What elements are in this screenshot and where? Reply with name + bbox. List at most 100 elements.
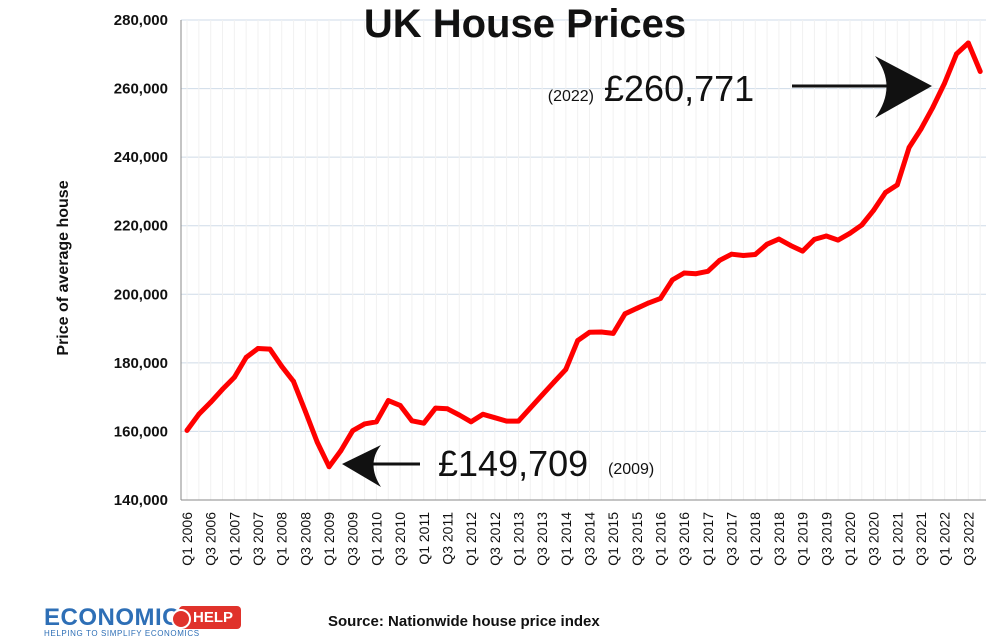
y-tick-label: 200,000 (114, 286, 168, 303)
data-point (965, 40, 971, 46)
data-point (279, 363, 285, 369)
x-tick-label: Q1 2008 (274, 512, 290, 566)
x-tick-label: Q1 2014 (558, 512, 574, 566)
x-tick-labels: Q1 2006 Q3 2006 Q1 2007 Q3 2007 Q1 2008 Q3 20… (179, 512, 976, 566)
plot-area (181, 20, 986, 500)
x-tick-label: Q3 2021 (913, 512, 929, 566)
x-tick-label: Q3 2009 (345, 512, 361, 566)
data-point (788, 243, 794, 249)
x-tick-label: Q3 2013 (534, 512, 550, 566)
data-point (610, 330, 616, 336)
data-point (492, 415, 498, 421)
peak-year-annotation: (2022) (548, 88, 594, 105)
data-point (894, 182, 900, 188)
x-tick-label: Q1 2021 (889, 512, 905, 566)
data-point (977, 69, 983, 74)
data-point (646, 300, 652, 306)
data-point (598, 329, 604, 335)
data-point (231, 374, 237, 380)
data-point (314, 439, 320, 445)
x-tick-label: Q3 2008 (297, 512, 313, 566)
data-point (385, 398, 391, 403)
data-point (267, 346, 273, 352)
x-tick-label: Q3 2019 (818, 512, 834, 566)
data-point (397, 402, 403, 408)
logo-wordmark: ECONOMICS (44, 604, 197, 631)
source-note: Source: Nationwide house price index (328, 613, 600, 630)
y-tick-label: 180,000 (114, 355, 168, 372)
data-point (480, 411, 486, 417)
trough-value-annotation: £149,709 (438, 443, 588, 484)
logo-dot-icon (171, 609, 191, 629)
x-tick-label: Q1 2013 (510, 512, 526, 566)
data-point (776, 236, 782, 242)
y-tick-label: 220,000 (114, 218, 168, 235)
data-point (433, 405, 439, 411)
logo-tagline: HELPING TO SIMPLIFY ECONOMICS (44, 629, 200, 638)
data-point (634, 305, 640, 311)
x-tick-label: Q1 2011 (416, 512, 432, 565)
data-point (255, 346, 261, 351)
data-point (456, 412, 462, 418)
y-axis-label: Price of average house (55, 180, 72, 355)
data-point (184, 428, 190, 433)
y-tick-label: 160,000 (114, 423, 168, 440)
x-tick-label: Q1 2017 (700, 512, 716, 566)
y-tick-label: 260,000 (114, 81, 168, 98)
x-tick-label: Q1 2015 (605, 512, 621, 566)
trough-arrow-head (342, 445, 381, 487)
logo-badge: HELP (179, 606, 242, 629)
x-tick-label: Q1 2022 (937, 512, 953, 566)
data-point (220, 386, 225, 392)
economics-help-logo: ECONOMICS HELP HELPING TO SIMPLIFY ECONO… (44, 604, 244, 638)
data-point (954, 51, 959, 57)
data-point (823, 233, 829, 239)
data-point (740, 253, 746, 258)
data-point (196, 411, 202, 417)
data-point (812, 237, 817, 242)
data-point (243, 354, 249, 360)
data-point (409, 418, 415, 424)
data-point (883, 190, 888, 195)
x-tick-label: Q3 2016 (676, 512, 692, 566)
data-point (930, 105, 936, 110)
x-tick-label: Q3 2011 (439, 512, 455, 565)
data-point (362, 421, 367, 427)
x-tick-label: Q3 2022 (960, 512, 976, 566)
data-point (942, 80, 948, 86)
x-tick-label: Q1 2016 (653, 512, 669, 566)
data-point (705, 268, 711, 274)
x-tick-label: Q1 2010 (368, 512, 384, 566)
data-point (752, 252, 758, 257)
data-point (587, 329, 592, 335)
x-tick-label: Q3 2014 (582, 512, 598, 566)
x-tick-label: Q1 2009 (321, 512, 337, 566)
x-tick-label: Q3 2010 (392, 512, 408, 566)
data-point (835, 237, 841, 243)
data-point (527, 405, 533, 411)
data-point (350, 428, 356, 434)
y-tick-label: 140,000 (114, 492, 168, 509)
x-tick-label: Q3 2020 (866, 512, 882, 566)
data-point (326, 464, 332, 470)
data-point (445, 406, 450, 412)
x-tick-label: Q3 2012 (487, 512, 503, 566)
data-point (208, 399, 214, 405)
data-point (539, 392, 545, 398)
y-tick-labels: 140,000 160,000 180,000 200,000 220,000 240,0… (114, 12, 168, 509)
x-tick-label: Q1 2012 (463, 512, 479, 566)
data-point (374, 419, 379, 425)
series-layer (184, 40, 983, 470)
data-point (504, 418, 510, 424)
data-point (302, 409, 308, 414)
peak-value-annotation: £260,771 (604, 68, 754, 109)
data-point (859, 222, 865, 228)
data-point (551, 379, 557, 385)
x-tick-label: Q3 2018 (771, 512, 787, 566)
x-tick-label: Q3 2007 (250, 512, 266, 566)
x-tick-label: Q3 2015 (629, 512, 645, 566)
x-tick-label: Q3 2017 (724, 512, 740, 566)
x-tick-label: Q3 2006 (203, 512, 219, 566)
data-point (717, 257, 723, 263)
data-point (291, 378, 296, 384)
